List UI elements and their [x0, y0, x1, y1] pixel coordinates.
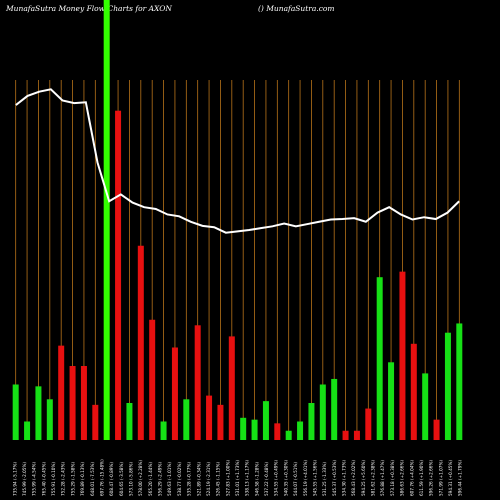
money-flow-bar [297, 421, 304, 440]
x-tick-label: 565.20 (-1.44%) [148, 462, 153, 496]
money-flow-bar [194, 325, 201, 440]
money-flow-bar [410, 343, 417, 440]
x-tick-label: 594.25 (+5.60%) [361, 460, 366, 496]
money-flow-bar [80, 366, 87, 440]
chart-title: MunafaSutra Money Flow Charts for AXON [6, 4, 172, 13]
x-tick-label: 611.59 (+1.90%) [419, 460, 424, 496]
x-tick-label: 546.58 (-1.28%) [254, 462, 259, 496]
x-tick-label: 745.99 (-2.05%) [22, 462, 27, 496]
money-flow-bar [274, 423, 281, 440]
money-flow-bar [456, 323, 463, 440]
x-tick-label: 594.31 (+0.45%) [448, 460, 453, 496]
x-tick-label: 556.29 (-2.49%) [158, 462, 163, 496]
x-tick-label: 596.26 (+2.66%) [429, 460, 434, 496]
x-tick-label: 568.43 (+2.02%) [351, 460, 356, 496]
money-flow-bar [115, 110, 122, 440]
x-tick-label: 755.99 (-4.54%) [32, 462, 37, 496]
x-tick-label: 544.07 (-0.51%) [293, 462, 298, 496]
x-tick-label: 576.88 (+1.47%) [380, 460, 385, 496]
money-flow-bar [149, 319, 156, 440]
money-flow-bar [376, 277, 383, 440]
x-tick-label: 534.55 (+0.49%) [274, 460, 279, 496]
x-tick-label: 521.89 (-0.34%) [196, 462, 201, 496]
money-flow-bar [342, 430, 349, 440]
money-flow-bar [228, 336, 235, 440]
money-flow-bar [183, 399, 190, 440]
x-tick-label: 527.83 (+1.00%) [225, 460, 230, 496]
money-flow-bar [137, 245, 144, 440]
money-flow-bar [308, 403, 315, 440]
money-flow-bar [58, 345, 65, 440]
x-tick-label: 752.28 (-2.43%) [61, 462, 66, 496]
money-flow-bar [365, 408, 372, 440]
price-line [15, 88, 460, 234]
money-flow-bar [444, 332, 451, 440]
money-flow-bar [240, 417, 247, 440]
money-flow-bar [160, 421, 167, 440]
x-tick-labels: 735.94 (-5.17%) 745.99 (-2.05%) 755.99 (-4… [12, 459, 462, 496]
site-credit: () MunafaSutra.com [258, 4, 335, 13]
x-tick-label: 524.19 (-2.31%) [206, 462, 211, 496]
money-flow-bar [46, 399, 53, 440]
x-tick-label: 735.94 (-5.17%) [12, 462, 17, 496]
x-tick-label: 549.63 (-1.01%) [167, 462, 172, 496]
highlight-bar [103, 0, 110, 440]
x-tick-label: 573.18 (+0.38%) [390, 460, 395, 496]
x-tick-label: 531.25 (-1.33%) [322, 462, 327, 496]
money-flow-bar [171, 347, 178, 440]
money-flow-bar [217, 404, 224, 440]
money-flow-bar [422, 373, 429, 440]
x-tick-label: 556.19 (+4.01%) [303, 460, 308, 496]
money-flow-bar [319, 384, 326, 440]
x-tick-label: 596.44 (+1.79%) [458, 460, 463, 496]
x-tick-label: 538.77 (-0.02%) [177, 462, 182, 496]
money-flow-bar [433, 419, 440, 440]
money-flow-bar [251, 419, 258, 440]
money-flow-bar [35, 386, 42, 440]
money-flow-bar [69, 366, 76, 440]
money-flow-bar [24, 421, 31, 440]
x-tick-label: 755.91 (-0.10%) [51, 462, 56, 496]
x-tick-label: 573.10 (-5.86%) [129, 462, 134, 496]
x-tick-label: 531.01 (+1.73%) [235, 460, 240, 496]
x-tick-label: 648.01 (-7.53%) [90, 462, 95, 496]
money-flow-bar [92, 404, 99, 440]
x-tick-label: 697.76 (-15.48%) [99, 459, 104, 496]
money-flow-bar [399, 271, 406, 440]
x-tick-label: 765.40 (-0.45%) [41, 462, 46, 496]
money-flow-bar [126, 403, 133, 440]
money-flow-bar [206, 395, 213, 440]
x-tick-label: 571.99 (+1.07%) [438, 460, 443, 496]
x-tick-label: 608.47 (-0.89%) [109, 462, 114, 496]
x-tick-label: 769.89 (-0.13%) [80, 462, 85, 496]
money-flow-bar [285, 430, 292, 440]
money-flow-bar [388, 362, 395, 440]
x-tick-label: 545.55 (+1.56%) [312, 460, 317, 496]
x-tick-label: 586.63 (+2.66%) [400, 460, 405, 496]
x-tick-label: 607.76 (+4.04%) [409, 460, 414, 496]
money-flow-bar [353, 430, 360, 440]
x-tick-label: 604.65 (-3.58%) [119, 462, 124, 496]
x-tick-label: 545.37 (+0.53%) [332, 460, 337, 496]
money-flow-bars [12, 110, 463, 440]
money-flow-bar [12, 384, 19, 440]
x-tick-label: 540.35 (+0.30%) [283, 460, 288, 496]
x-tick-label: 534.30 (+1.73%) [341, 460, 346, 496]
x-tick-label: 537.22 (-0.48%) [264, 462, 269, 496]
x-tick-label: 538.13 (+1.17%) [245, 460, 250, 496]
x-tick-label: 755.29 (-1.58%) [70, 462, 75, 496]
x-tick-label: 578.00 (+2.28%) [138, 460, 143, 496]
x-tick-label: 526.45 (-1.15%) [216, 462, 221, 496]
x-tick-label: 581.62 (+2.38%) [371, 460, 376, 496]
price-line-group [15, 88, 460, 234]
money-flow-bar [331, 378, 338, 440]
money-flow-bar [262, 401, 269, 440]
x-tick-label: 535.28 (-0.77%) [187, 462, 192, 496]
